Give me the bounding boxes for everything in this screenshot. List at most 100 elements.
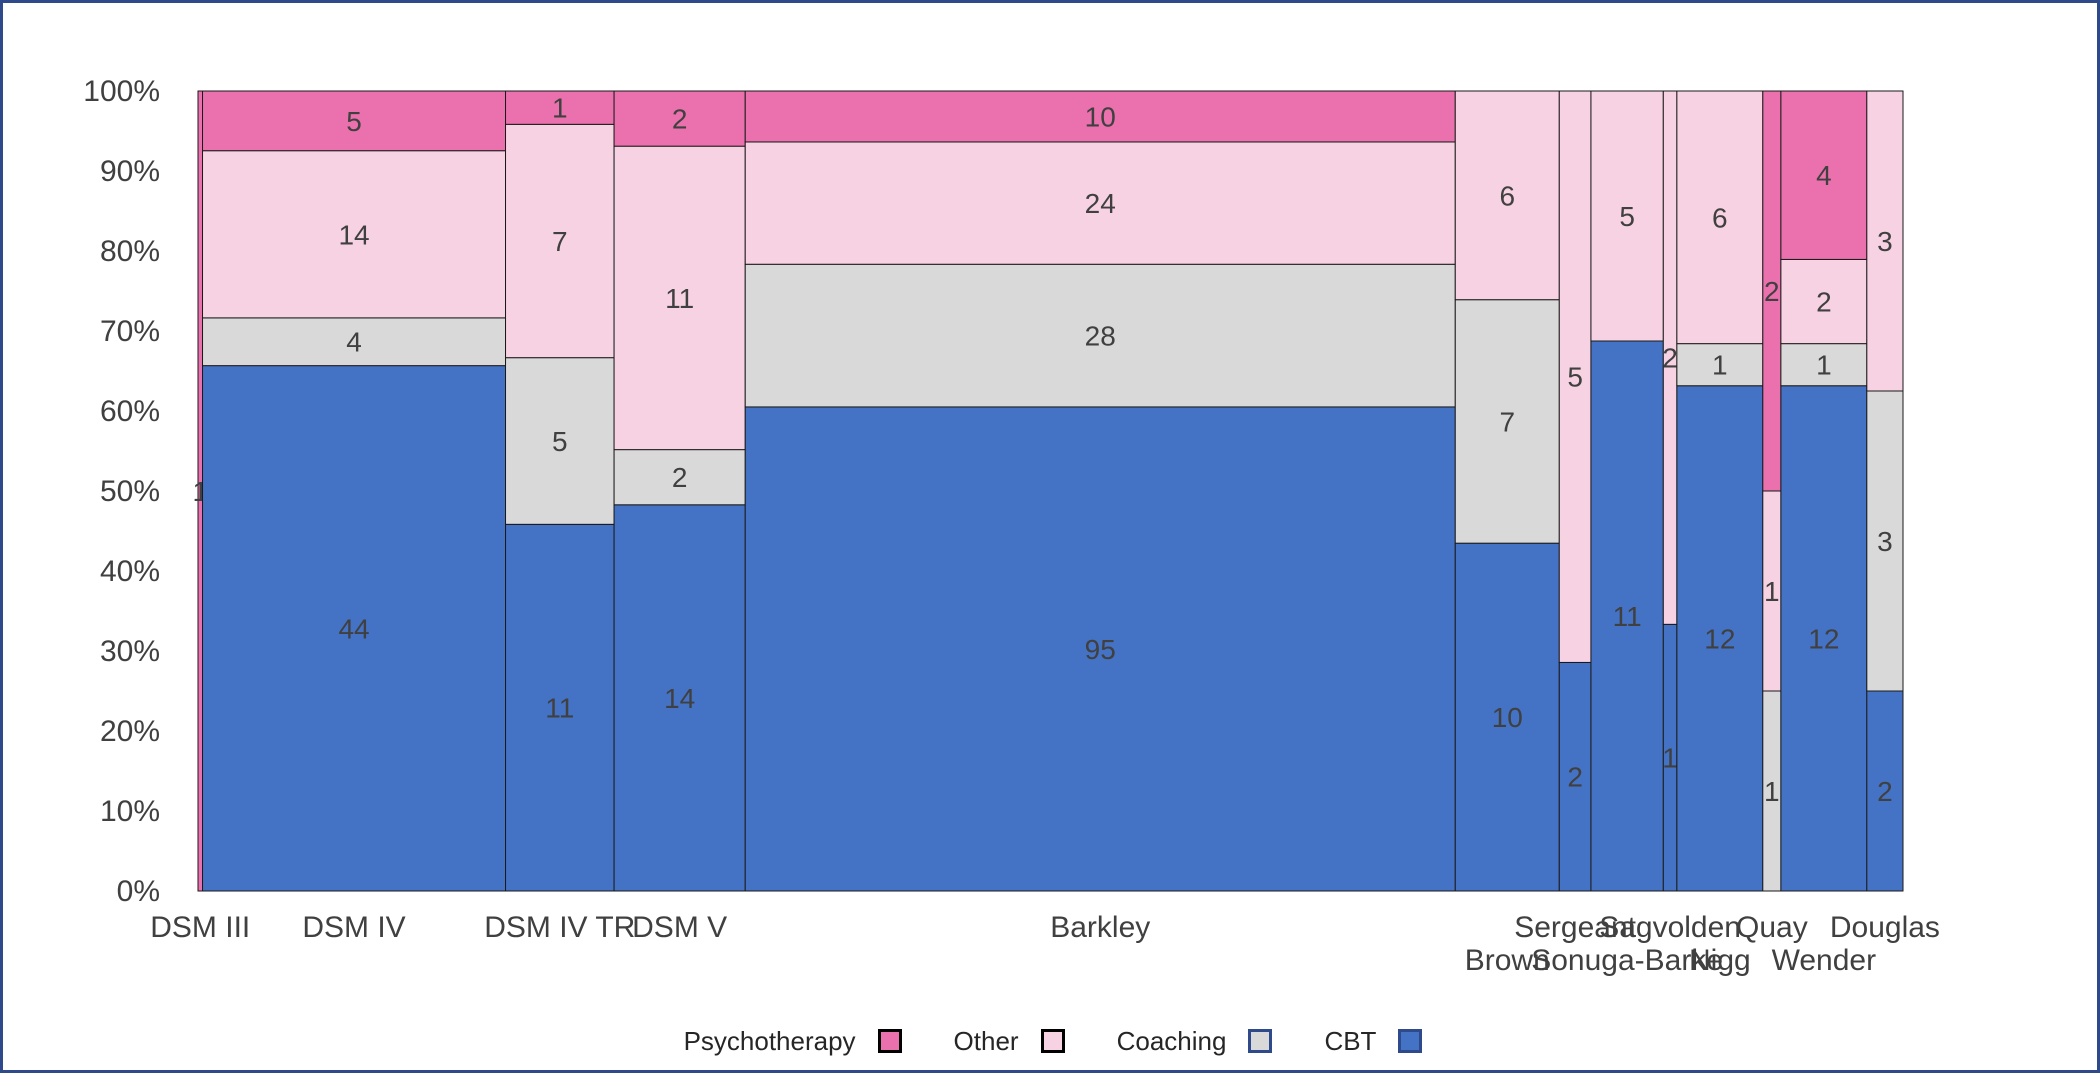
y-tick-label: 30% <box>100 635 160 668</box>
category-label-barkley: Barkley <box>1050 911 1150 944</box>
data-label-sergeant-cbt: 2 <box>1567 762 1583 793</box>
category-label-dsm-iv: DSM IV <box>302 911 405 944</box>
data-label-dsm-iv-psychotherapy: 5 <box>346 106 362 137</box>
data-label-nigg-coaching: 1 <box>1712 350 1728 381</box>
data-label-dsm-v-coaching: 2 <box>672 462 688 493</box>
category-label-quay: Quay <box>1736 911 1808 944</box>
data-label-dsm-v-other: 11 <box>665 283 694 314</box>
legend-swatch-coaching <box>1248 1029 1273 1053</box>
y-tick-label: 0% <box>117 875 160 908</box>
data-label-douglas-coaching: 3 <box>1877 526 1893 557</box>
segment-sonuga-barke-other <box>1590 90 1664 342</box>
column-sonuga-barke: 11 5 <box>1590 90 1664 892</box>
segment-brown-other <box>1454 90 1560 301</box>
segment-nigg-coaching <box>1676 343 1764 387</box>
segment-sonuga-barke-cbt <box>1590 340 1664 892</box>
data-label-brown-cbt: 10 <box>1492 702 1523 733</box>
segment-sergeant-cbt <box>1558 661 1592 892</box>
segment-barkley-cbt <box>744 406 1456 892</box>
data-label-barkley-psychotherapy: 10 <box>1085 101 1116 132</box>
mosaic-chart: 0% 10% 20% 30% 40% 50% 60% 70% 80% 90% 100% 1 DSM II… <box>83 75 1940 977</box>
legend-label-other: Other <box>953 1025 1019 1056</box>
column-sergeant: 25 <box>1558 90 1592 892</box>
segment-brown-cbt <box>1454 542 1560 892</box>
y-tick-label: 70% <box>100 315 160 348</box>
legend-swatch-cbt <box>1398 1029 1423 1053</box>
segment-dsm-iv-cbt <box>202 365 507 892</box>
data-label-sagvolden-other: 2 <box>1662 343 1678 374</box>
segment-dsm-iv-other <box>202 150 507 319</box>
legend-label-coaching: Coaching <box>1116 1025 1227 1056</box>
segment-dsm-v-psychotherapy <box>613 90 746 147</box>
legend-label-cbt: CBT <box>1324 1025 1377 1056</box>
data-label-dsm-iv-coaching: 4 <box>346 327 362 358</box>
data-label-dsm-iv-tr-psychotherapy: 1 <box>552 93 568 124</box>
data-label-sonuga-barke-cbt: 11 <box>1613 601 1642 632</box>
data-label-sagvolden-cbt: 1 <box>1662 743 1678 774</box>
data-label-barkley-other: 24 <box>1085 188 1116 219</box>
data-label-wender-cbt: 12 <box>1808 623 1839 654</box>
column-quay: 1 1 2 <box>1762 90 1782 892</box>
category-label-wender: Wender <box>1772 944 1877 977</box>
data-label-nigg-cbt: 12 <box>1704 623 1735 654</box>
legend-swatch-psychotherapy <box>877 1029 902 1053</box>
data-label-sonuga-barke-other: 5 <box>1619 201 1635 232</box>
column-brown: 10 7 6 <box>1454 90 1560 892</box>
data-label-wender-psychotherapy: 4 <box>1816 160 1832 191</box>
y-tick-label: 10% <box>100 795 160 828</box>
category-label-sagvolden: Sagvolden <box>1599 911 1741 944</box>
data-label-barkley-cbt: 95 <box>1085 634 1116 665</box>
column-douglas: 2 3 3 <box>1866 90 1904 892</box>
segment-dsm-v-cbt <box>613 504 746 892</box>
legend-item-psychotherapy: Psychotherapy <box>684 1026 902 1057</box>
legend-item-coaching: Coaching <box>1117 1026 1273 1057</box>
segment-barkley-other <box>744 141 1456 265</box>
y-tick-label: 20% <box>100 715 160 748</box>
column-barkley: 95 28 24 10 <box>744 90 1456 892</box>
segment-dsm-iv-tr-psychotherapy <box>505 90 615 125</box>
segment-dsm-iv-tr-other <box>505 123 615 359</box>
category-label-dsm-v: DSM V <box>632 911 727 944</box>
segment-douglas-other <box>1866 90 1904 392</box>
segment-wender-other <box>1780 258 1868 345</box>
data-label-sergeant-other: 5 <box>1567 362 1583 393</box>
category-label-nigg: Nigg <box>1689 944 1751 977</box>
data-label-wender-other: 2 <box>1816 287 1832 318</box>
category-label-dsm-iv-tr: DSM IV TR <box>484 911 635 944</box>
data-label-nigg-other: 6 <box>1712 202 1728 233</box>
y-tick-label: 80% <box>100 235 160 268</box>
category-label-douglas: Douglas <box>1830 911 1940 944</box>
segment-barkley-psychotherapy <box>744 90 1456 143</box>
data-label-wender-coaching: 1 <box>1816 350 1832 381</box>
segment-douglas-coaching <box>1866 390 1904 692</box>
legend-label-psychotherapy: Psychotherapy <box>683 1025 856 1056</box>
data-label-brown-other: 6 <box>1499 180 1515 211</box>
column-sagvolden: 12 <box>1662 90 1678 892</box>
segment-nigg-cbt <box>1676 385 1764 892</box>
y-tick-label: 50% <box>100 475 160 508</box>
data-label-douglas-other: 3 <box>1877 226 1893 257</box>
data-label-dsm-iv-other: 14 <box>338 219 369 250</box>
column-nigg: 12 1 6 <box>1676 90 1764 892</box>
data-label-quay-psychotherapy: 2 <box>1764 276 1780 307</box>
y-tick-label: 40% <box>100 555 160 588</box>
legend: Psychotherapy Other Coaching CBT <box>3 1019 2100 1063</box>
y-tick-label: 90% <box>100 155 160 188</box>
column-dsm-iv-tr: 11 5 7 1 <box>505 90 615 892</box>
category-label-sonuga-barke: Sonuga-Barke <box>1531 944 1723 977</box>
segment-brown-coaching <box>1454 299 1560 544</box>
data-label-dsm-iv-tr-coaching: 5 <box>552 426 568 457</box>
segment-douglas-cbt <box>1866 690 1904 892</box>
segment-wender-psychotherapy <box>1780 90 1868 260</box>
segment-dsm-iv-psychotherapy <box>202 90 507 152</box>
category-label-dsm-iii: DSM III <box>150 911 250 944</box>
category-label-sergeant: Sergeant <box>1514 911 1636 944</box>
legend-swatch-other <box>1040 1029 1065 1053</box>
legend-item-cbt: CBT <box>1324 1025 1423 1057</box>
legend-item-other: Other <box>954 1026 1065 1057</box>
data-label-dsm-iv-cbt: 44 <box>338 613 369 644</box>
category-label-brown: Brown <box>1465 944 1550 977</box>
